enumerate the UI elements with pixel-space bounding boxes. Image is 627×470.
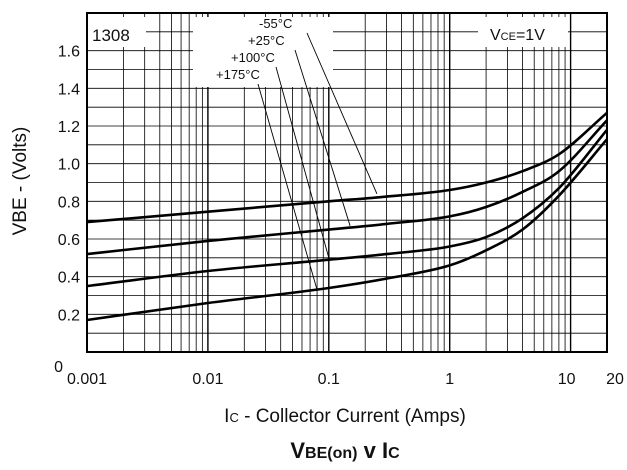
part-number-box	[88, 17, 146, 47]
leader-line-0	[306, 32, 378, 194]
x-tick-label: 20	[606, 371, 624, 388]
series-line-0	[86, 111, 608, 224]
label-box	[193, 17, 333, 87]
leader-line-2	[275, 66, 330, 258]
condition-box	[478, 17, 568, 47]
x-tick-label: 0.1	[318, 371, 340, 388]
series-label-3: +175°C	[216, 67, 260, 82]
leader-line-3	[257, 83, 318, 290]
series-line-3	[86, 138, 608, 322]
grid-minor	[87, 13, 608, 352]
condition-label: VCE=1V	[490, 27, 545, 44]
y-tick-label: 1.0	[58, 157, 80, 174]
series-leader-lines	[257, 32, 378, 290]
y-tick-labels: 0 0.2 0.4 0.6 0.8 1.0 1.2 1.4 1.6	[54, 44, 80, 376]
series-label-1: +25°C	[248, 33, 285, 48]
y-tick-label: 1.6	[58, 44, 80, 61]
x-tick-labels: 0.001 0.01 0.1 1 10 20	[67, 371, 624, 388]
series-label-2: +100°C	[231, 50, 275, 65]
x-axis-label: IC - Collector Current (Amps)	[224, 406, 466, 427]
y-axis-label: VBE - (Volts)	[10, 127, 31, 236]
x-tick-label: 0.01	[192, 371, 223, 388]
series-lines	[86, 111, 609, 322]
y-tick-label: 0	[54, 359, 63, 376]
chart-title: VBE(on) v IC	[290, 438, 400, 463]
x-tick-label: 1	[445, 371, 454, 388]
series-label-0: -55°C	[259, 16, 292, 31]
x-tick-label: 10	[558, 371, 576, 388]
y-tick-label: 1.2	[58, 119, 80, 136]
x-tick-label: 0.001	[67, 371, 107, 388]
series-line-1	[86, 119, 608, 256]
part-number: 1308	[92, 26, 130, 45]
y-tick-label: 0.4	[58, 270, 80, 287]
y-tick-label: 0.6	[58, 232, 80, 249]
y-tick-label: 1.4	[58, 81, 80, 98]
series-labels: -55°C +25°C +100°C +175°C	[216, 16, 292, 82]
y-tick-label: 0.8	[58, 194, 80, 211]
y-tick-label: 0.2	[58, 307, 80, 324]
plot-frame	[86, 12, 608, 353]
series-line-2	[86, 128, 609, 288]
leader-line-1	[294, 49, 351, 226]
